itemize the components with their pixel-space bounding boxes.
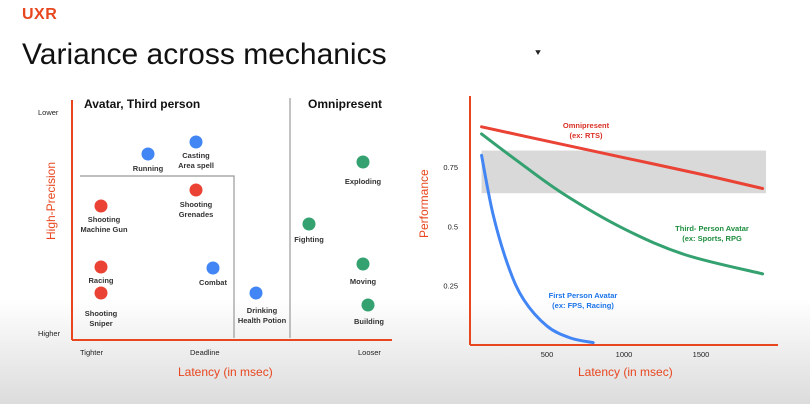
x-tick-1500: 1500	[693, 350, 710, 359]
scatter-point-combat	[206, 261, 220, 275]
left-chart-y-axis-title: High-Precision	[44, 162, 58, 240]
series-line-third-person-avatar	[480, 132, 765, 276]
series-line-omnipresent	[480, 125, 765, 190]
latency-precision-scatter-chart: Avatar, Third person Omnipresent Lower H…	[38, 97, 392, 379]
scatter-label-racing: Racing	[88, 276, 113, 285]
scatter-point-fighting	[302, 217, 316, 231]
x-tick-looser: Looser	[358, 348, 381, 357]
third-person-region-box	[80, 175, 235, 338]
right-chart-y-axis-title: Performance	[417, 169, 431, 238]
scatter-label-exploding: Exploding	[345, 177, 382, 186]
region-label-third-person: Avatar, Third person	[84, 97, 200, 111]
scatter-label-shooting-sniper: Shooting Sniper	[85, 309, 118, 328]
scatter-point-drinking-health-potion	[249, 286, 263, 300]
scatter-label-fighting: Fighting	[294, 235, 324, 244]
scatter-point-racing	[94, 260, 108, 274]
scatter-point-moving	[356, 257, 370, 271]
series-label-first-person-avatar: First Person Avatar (ex: FPS, Racing)	[549, 291, 618, 310]
mouse-cursor-icon: ⯆	[534, 48, 542, 59]
scatter-point-building	[361, 298, 375, 312]
scatter-point-shooting-machine-gun	[94, 199, 108, 213]
scatter-point-casting-area-spell	[189, 135, 203, 149]
series-line-first-person-avatar	[480, 153, 595, 345]
region-label-omnipresent: Omnipresent	[308, 97, 382, 111]
scatter-label-casting-area-spell: Casting Area spell	[178, 151, 214, 170]
series-label-omnipresent: Omnipresent (ex: RTS)	[563, 121, 610, 140]
right-chart-x-axis-title: Latency (in msec)	[578, 365, 673, 379]
scatter-point-running	[141, 147, 155, 161]
series-label-third-person-avatar: Third- Person Avatar (ex: Sports, RPG	[675, 224, 749, 243]
slide-title: Variance across mechanics	[22, 38, 387, 71]
y-tick-0-75: 0.75	[443, 163, 458, 172]
scatter-point-exploding	[356, 155, 370, 169]
y-tick-higher: Higher	[38, 329, 61, 338]
y-tick-0-5: 0.5	[448, 222, 458, 231]
x-tick-1000: 1000	[616, 350, 633, 359]
x-tick-500: 500	[541, 350, 554, 359]
brand-logo-text: UXR	[22, 6, 58, 23]
scatter-label-shooting-grenades: Shooting Grenades	[179, 200, 214, 219]
scatter-label-drinking-health-potion: Drinking Health Potion	[238, 306, 287, 325]
scatter-label-running: Running	[133, 164, 164, 173]
x-tick-deadline: Deadline	[190, 348, 220, 357]
y-tick-0-25: 0.25	[443, 282, 458, 291]
x-tick-tighter: Tighter	[80, 348, 104, 357]
scatter-label-shooting-machine-gun: Shooting Machine Gun	[80, 215, 128, 234]
scatter-point-shooting-grenades	[189, 183, 203, 197]
y-tick-lower: Lower	[38, 108, 59, 117]
left-chart-x-axis-title: Latency (in msec)	[178, 365, 273, 379]
scatter-point-shooting-sniper	[94, 286, 108, 300]
scatter-label-moving: Moving	[350, 277, 377, 286]
scatter-label-combat: Combat	[199, 278, 227, 287]
scatter-label-building: Building	[354, 317, 384, 326]
